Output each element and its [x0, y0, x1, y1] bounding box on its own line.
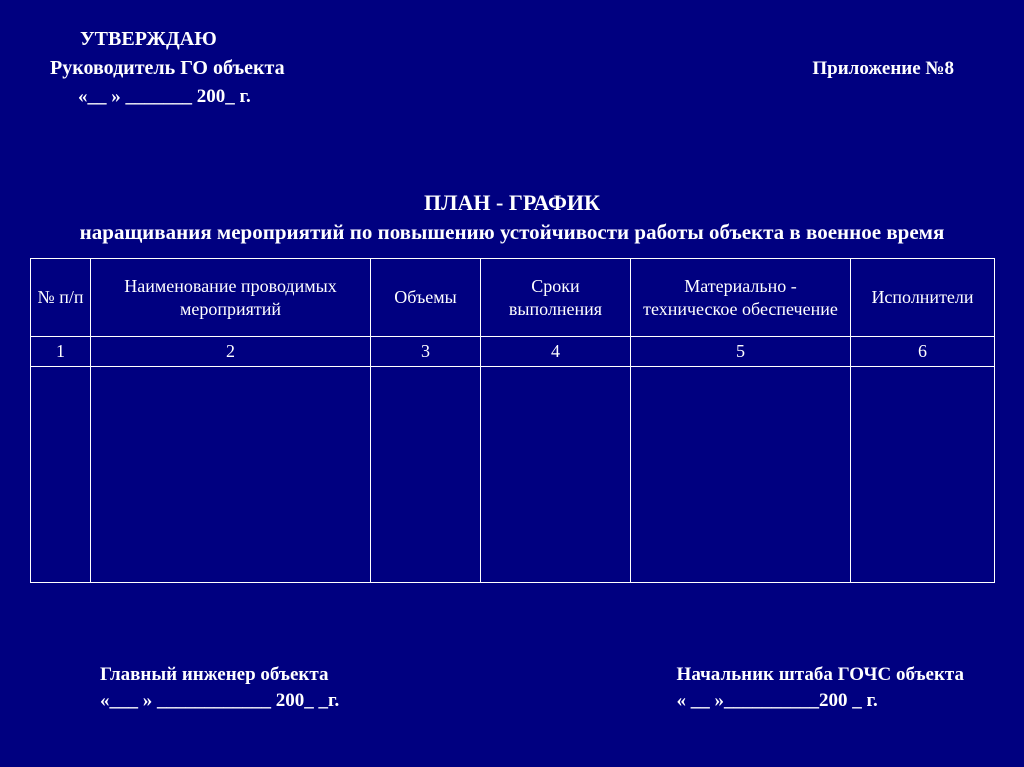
table-header-cell: Наименование проводимых мероприятий: [91, 259, 371, 337]
table-number-cell: 2: [91, 337, 371, 367]
signature-right-date: « __ »__________200 _ г.: [677, 688, 964, 715]
table-header-cell: № п/п: [31, 259, 91, 337]
table-cell: [31, 367, 91, 583]
signature-left: Главный инженер объекта «___ » _________…: [100, 662, 339, 715]
page-title: ПЛАН - ГРАФИК: [0, 190, 1024, 216]
table-number-cell: 4: [481, 337, 631, 367]
table-header-cell: Объемы: [371, 259, 481, 337]
plan-table: № п/пНаименование проводимых мероприятий…: [30, 258, 995, 583]
signature-right-title: Начальник штаба ГОЧС объекта: [677, 662, 964, 689]
table-cell: [371, 367, 481, 583]
title-block: ПЛАН - ГРАФИК наращивания мероприятий по…: [0, 190, 1024, 245]
date-line: «__ » _______ 200_ г.: [78, 86, 285, 108]
table-number-cell: 6: [851, 337, 995, 367]
table-cell: [481, 367, 631, 583]
approval-block: УТВЕРЖДАЮ Руководитель ГО объекта «__ » …: [50, 28, 285, 108]
table-number-cell: 3: [371, 337, 481, 367]
table-cell: [631, 367, 851, 583]
table-header-cell: Материально - техническое обеспечение: [631, 259, 851, 337]
signature-left-title: Главный инженер объекта: [100, 662, 339, 689]
table-header-cell: Сроки выполнения: [481, 259, 631, 337]
signature-left-date: «___ » ____________ 200_ _г.: [100, 688, 339, 715]
table-header-row: № п/пНаименование проводимых мероприятий…: [31, 259, 995, 337]
table-number-row: 123456: [31, 337, 995, 367]
table-header-cell: Исполнители: [851, 259, 995, 337]
table-number-cell: 1: [31, 337, 91, 367]
page-subtitle: наращивания мероприятий по повышению уст…: [0, 220, 1024, 245]
table-number-cell: 5: [631, 337, 851, 367]
approve-label: УТВЕРЖДАЮ: [80, 28, 285, 51]
table-cell: [851, 367, 995, 583]
signatures: Главный инженер объекта «___ » _________…: [100, 662, 964, 715]
appendix-label: Приложение №8: [812, 58, 954, 80]
table-cell: [91, 367, 371, 583]
signature-right: Начальник штаба ГОЧС объекта « __ »_____…: [677, 662, 964, 715]
leader-label: Руководитель ГО объекта: [50, 57, 285, 80]
table-row: [31, 367, 995, 583]
